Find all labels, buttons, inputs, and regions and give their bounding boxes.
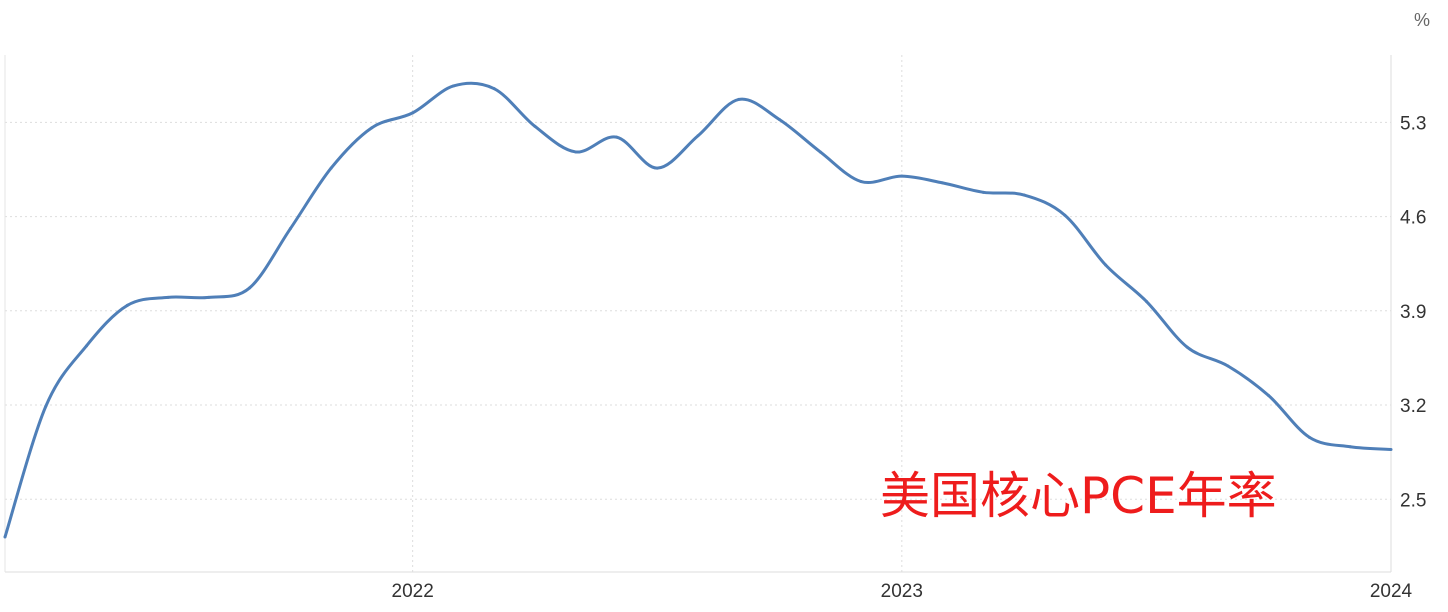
data-point [655,166,659,170]
data-point [981,190,985,194]
y-tick-labels: 2.5 3.2 3.9 4.6 5.3 [1400,113,1426,511]
series-line [3,81,1392,538]
data-point [207,295,211,299]
data-point [1307,435,1311,439]
data-points [3,84,1393,539]
data-point [696,134,700,138]
data-point [1389,447,1393,451]
y-tick-label: 4.6 [1400,208,1426,229]
chart-annotation: 美国核心PCE年率 [880,467,1277,525]
data-point [3,535,7,539]
data-point [1185,345,1189,349]
unit-label: % [1414,10,1430,30]
data-point [411,111,415,115]
y-tick-label: 5.3 [1400,113,1426,134]
data-point [941,181,945,185]
data-point [288,227,292,231]
data-point [370,126,374,130]
data-point [1063,213,1067,217]
data-point [818,150,822,154]
data-point [1226,364,1230,368]
data-point [859,180,863,184]
x-tick-label: 2023 [881,581,923,602]
data-point [778,118,782,122]
x-tick-label: 2024 [1370,581,1413,602]
data-point [1144,299,1148,303]
data-point [1348,445,1352,449]
x-tick-labels: 2022 2023 2024 [392,581,1413,602]
data-point [125,303,129,307]
data-point [614,135,618,139]
data-point [329,166,333,170]
data-point [737,97,741,101]
y-tick-label: 2.5 [1400,490,1426,511]
data-point [44,404,48,408]
data-point [248,286,252,290]
data-point [1022,193,1026,197]
data-point [1104,263,1108,267]
y-tick-label: 3.9 [1400,302,1426,323]
x-tick-label: 2022 [392,581,434,602]
data-point [574,150,578,154]
data-point [166,295,170,299]
data-point [492,87,496,91]
y-tick-label: 3.2 [1400,396,1426,417]
data-point [451,84,455,88]
data-point [85,344,89,348]
data-point [1267,394,1271,398]
data-point [533,124,537,128]
data-point [900,174,904,178]
